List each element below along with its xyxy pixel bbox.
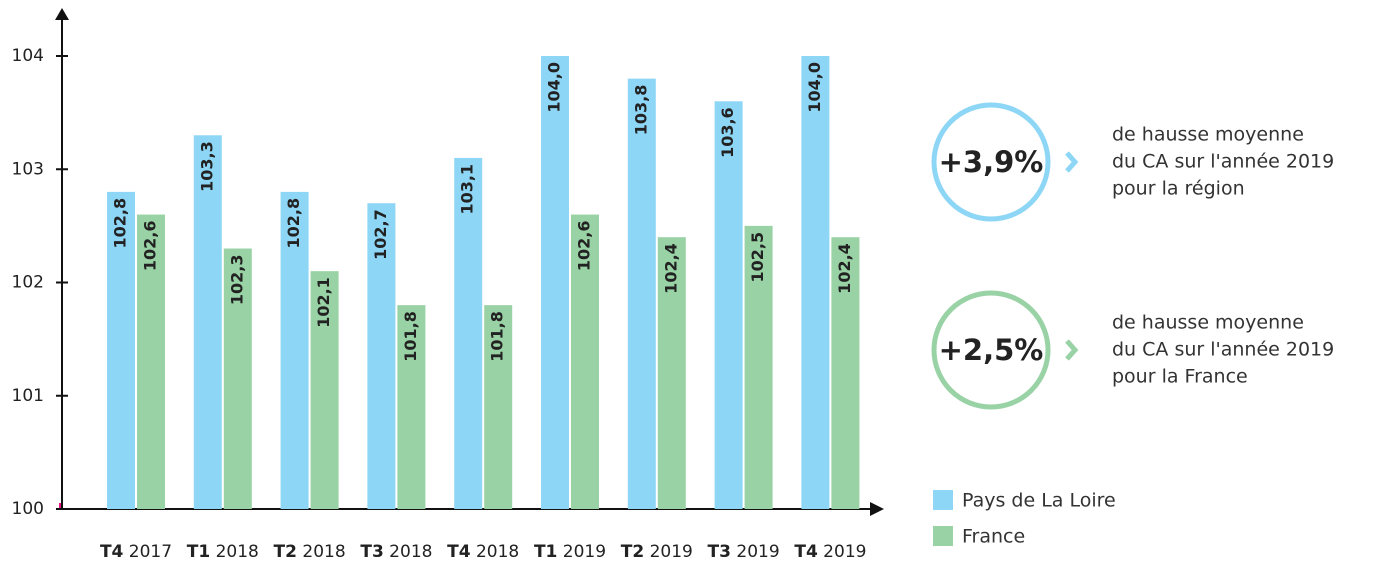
value-label: 104,0: [545, 62, 564, 113]
value-label: 102,5: [748, 232, 767, 283]
bar: [657, 237, 686, 509]
value-label: 104,0: [805, 62, 824, 113]
bar: [484, 305, 513, 509]
value-label: 103,3: [197, 141, 216, 192]
callout-text: pour la France: [1112, 366, 1248, 388]
legend-swatch: [933, 526, 953, 546]
value-label: 102,8: [111, 198, 130, 249]
bar: [280, 191, 309, 509]
callout-value: +3,9%: [939, 145, 1044, 179]
x-tick-label: T1 2019: [534, 542, 606, 562]
bar: [107, 191, 135, 509]
bar: [714, 101, 743, 510]
bar: [454, 157, 483, 510]
callout-text: de hausse moyenne: [1112, 124, 1304, 146]
callout-circle: [931, 290, 1051, 410]
bar: [744, 225, 773, 509]
value-label: 103,8: [631, 85, 650, 136]
callout-circle: [931, 102, 1051, 222]
legend-label: France: [962, 526, 1025, 548]
x-tick-label: T2 2019: [621, 542, 693, 562]
legend-label: Pays de La Loire: [962, 490, 1116, 512]
bar: [367, 203, 396, 509]
bar: [627, 78, 656, 510]
y-tick-label: 101: [12, 386, 44, 406]
bar: [397, 305, 426, 509]
bar: [310, 271, 339, 509]
callout-text: du CA sur l'année 2019: [1112, 151, 1334, 173]
y-tick-label: 100: [12, 499, 44, 519]
x-tick-label: T4 2018: [447, 542, 519, 562]
y-tick-label: 102: [12, 273, 44, 293]
y-tick-label: 104: [12, 46, 44, 66]
bar: [137, 214, 165, 510]
callout-text: de hausse moyenne: [1112, 312, 1304, 334]
bar: [831, 237, 860, 509]
callout-chevron: [1065, 151, 1079, 173]
x-tick-label: T1 2018: [187, 542, 259, 562]
bar: [801, 56, 830, 509]
value-label: 103,6: [718, 107, 737, 158]
callout-chevron: [1065, 339, 1079, 361]
value-label: 102,6: [575, 221, 594, 272]
callout-text: du CA sur l'année 2019: [1112, 339, 1334, 361]
x-tick-label: T2 2018: [274, 542, 346, 562]
bar: [541, 56, 569, 509]
value-label: 102,6: [141, 221, 160, 272]
bar: [193, 135, 222, 509]
value-label: 102,3: [227, 255, 246, 306]
value-label: 101,8: [401, 311, 420, 362]
y-axis-arrow: [55, 8, 69, 20]
y-tick-label: 103: [12, 159, 44, 179]
value-label: 102,1: [314, 277, 333, 328]
x-axis-arrow: [870, 502, 884, 516]
value-label: 103,1: [458, 164, 477, 215]
value-label: 102,7: [371, 209, 390, 260]
callout-text: pour la région: [1112, 178, 1245, 200]
value-label: 102,4: [835, 243, 854, 294]
value-label: 102,4: [661, 243, 680, 294]
callout-value: +2,5%: [939, 333, 1044, 367]
x-tick-label: T3 2019: [708, 542, 780, 562]
x-tick-label: T4 2017: [100, 542, 172, 562]
bar: [571, 214, 599, 510]
legend-swatch: [933, 490, 953, 510]
value-label: 101,8: [488, 311, 507, 362]
value-label: 102,8: [284, 198, 303, 249]
bar: [223, 248, 252, 509]
x-tick-label: T4 2019: [794, 542, 866, 562]
x-tick-label: T3 2018: [360, 542, 432, 562]
